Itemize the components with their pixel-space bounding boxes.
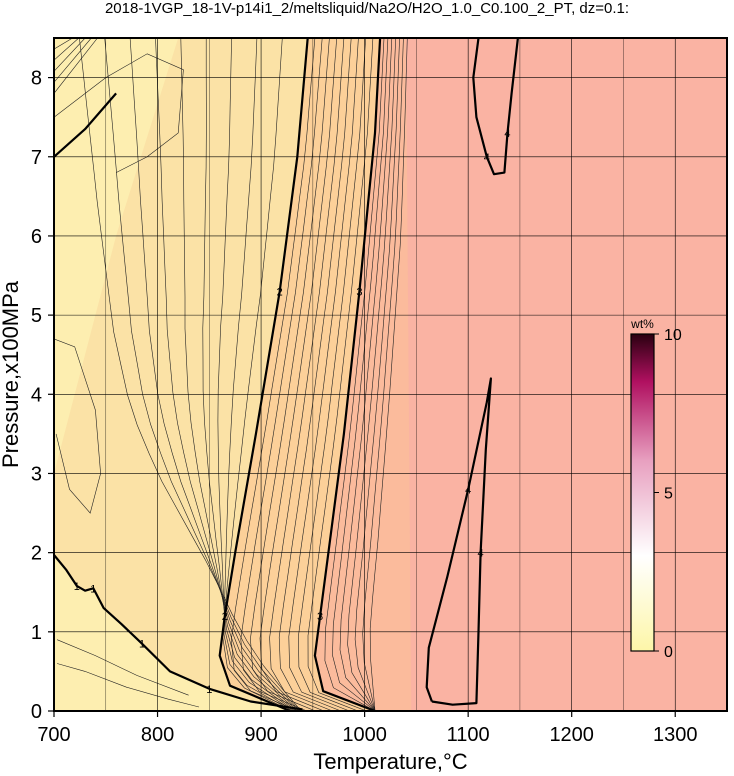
x-tick-label: 800 (141, 724, 174, 746)
fill-region-4plus (406, 38, 727, 711)
contour-label: 1 (90, 583, 96, 595)
major-contours (54, 38, 519, 711)
colorbar-tick-label: 10 (664, 327, 682, 344)
thin-contour (298, 38, 366, 711)
y-tick-label: 1 (31, 622, 42, 644)
contour-label: 2 (222, 611, 228, 623)
contour-label: 3 (356, 286, 362, 298)
x-tick-label: 1200 (549, 724, 594, 746)
thin-contour (104, 38, 301, 711)
thin-contour (250, 38, 330, 711)
contour-label: 4 (504, 128, 510, 140)
y-tick-label: 3 (31, 463, 42, 485)
thin-contour (54, 38, 80, 61)
thin-contour (217, 38, 294, 711)
y-axis-label: Pressure,x100MPa (0, 280, 23, 468)
contour-level-1 (54, 554, 303, 711)
thin-contour (223, 38, 293, 711)
contour-label: 1 (139, 639, 145, 651)
contour-label: 1 (74, 581, 80, 593)
thin-contour (240, 38, 323, 711)
thin-contour (354, 38, 400, 711)
contour-label: 4 (478, 548, 484, 560)
contour-level-3 (313, 38, 382, 711)
thin-contour (57, 663, 200, 708)
y-tick-label: 8 (31, 68, 42, 90)
x-tick-label: 900 (244, 724, 277, 746)
thin-contour (54, 38, 92, 83)
colorbar: wt% 0 5 10 (630, 317, 682, 661)
thin-contour (324, 38, 385, 711)
y-tick-label: 4 (31, 384, 42, 406)
y-tick-label: 6 (31, 226, 42, 248)
colorbar-gradient (630, 333, 655, 652)
contour-label: 4 (465, 484, 471, 496)
fill-region-1-2 (54, 38, 308, 711)
contour-label: 2 (277, 286, 283, 298)
thin-contour (155, 38, 298, 711)
plot-frame (53, 37, 728, 712)
y-tick-label: 5 (31, 305, 42, 327)
thin-contour (54, 38, 73, 50)
contour-level-1 (54, 92, 117, 158)
thin-contour (288, 38, 359, 711)
thin-contour (339, 38, 393, 711)
contour-level-4 (472, 38, 519, 176)
y-tick-label: 0 (31, 701, 42, 723)
axes: 700 800 900 1000 1100 1200 1300012345678Temper… (0, 68, 697, 774)
chart-title: 2018-1VGP_18-1V-p14i1_2/meltsliquid/Na2O… (104, 0, 630, 17)
thin-contour (202, 38, 296, 711)
thin-contour (259, 38, 337, 711)
thin-contour (180, 38, 297, 711)
thin-contour (54, 38, 86, 72)
x-tick-label: 700 (37, 724, 70, 746)
thin-contour (347, 38, 396, 711)
contour-label: 3 (317, 611, 323, 623)
contour-label: 1 (206, 684, 212, 696)
thin-contour (56, 639, 189, 696)
thin-contour (222, 38, 292, 711)
x-tick-label: 1100 (447, 724, 490, 746)
colorbar-tick-label: 5 (664, 486, 673, 503)
thin-contour (269, 38, 345, 711)
thin-contour (129, 38, 300, 711)
thin-contour (54, 38, 98, 94)
contour-label: 4 (484, 152, 490, 164)
colorbar-title: wt% (630, 317, 654, 331)
y-tick-label: 2 (31, 543, 42, 565)
thin-contour (369, 38, 408, 711)
x-axis-label: Temperature,°C (313, 749, 467, 774)
thin-contour (79, 38, 302, 711)
x-tick-label: 1300 (653, 724, 698, 746)
colorbar-tick-label: 0 (664, 644, 673, 661)
thin-contour (230, 38, 316, 711)
y-tick-label: 7 (31, 147, 42, 169)
x-tick-label: 1000 (342, 724, 387, 746)
contour-level-2 (218, 38, 309, 711)
contour-level-4 (425, 377, 492, 706)
grid-lines (54, 38, 727, 711)
